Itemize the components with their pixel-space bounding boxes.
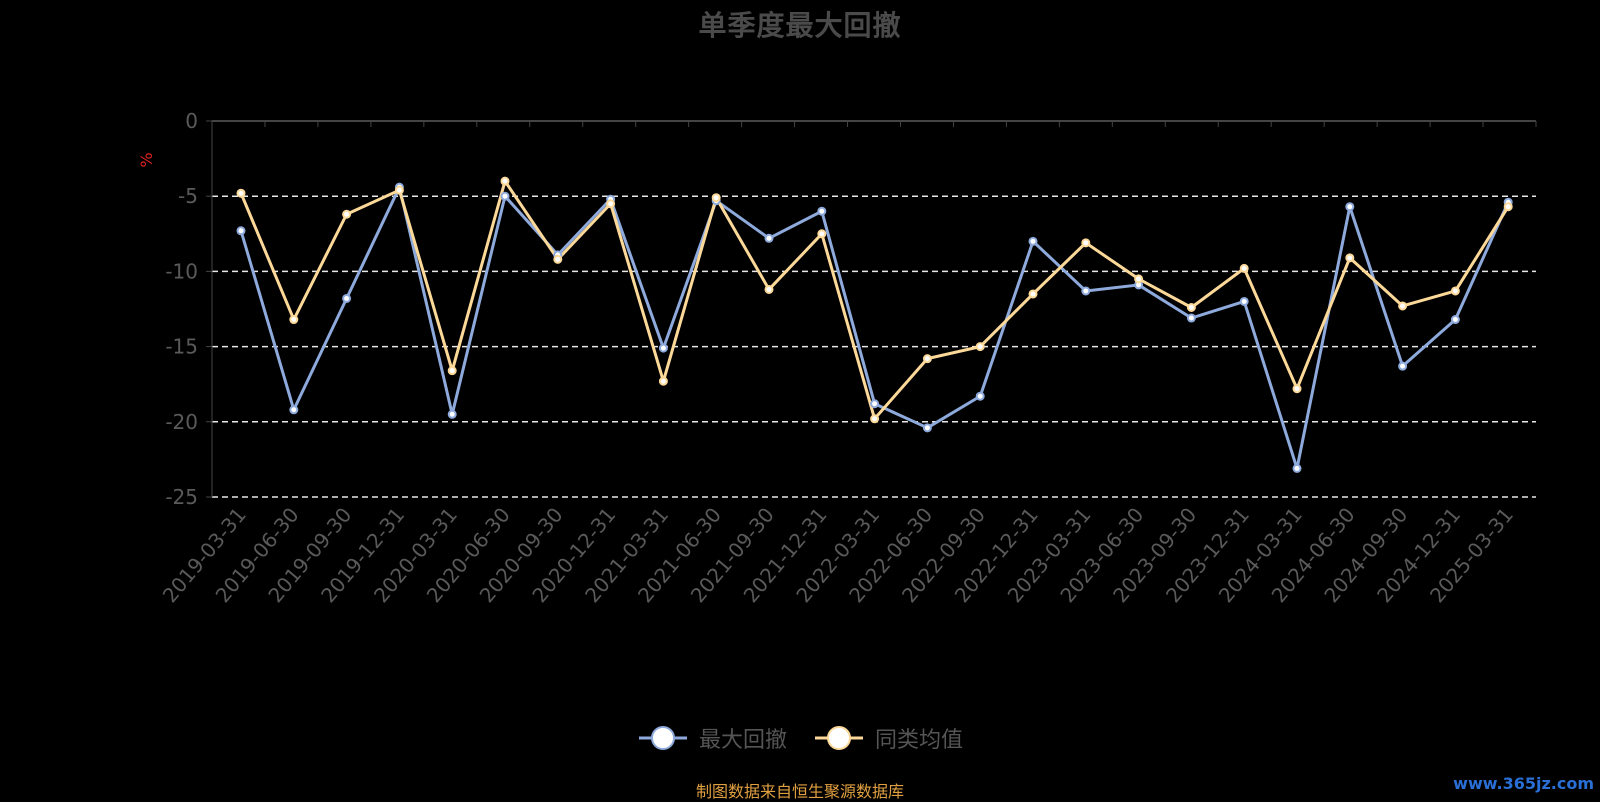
- data-point: [1503, 202, 1513, 212]
- data-point: [342, 293, 352, 303]
- data-point: [658, 343, 668, 353]
- data-point: [289, 315, 299, 325]
- data-point: [764, 233, 774, 243]
- series-line-1: [239, 179, 1510, 421]
- data-point: [1239, 263, 1249, 273]
- data-point: [342, 209, 352, 219]
- data-point: [1345, 202, 1355, 212]
- y-tick-label: -25: [165, 485, 198, 509]
- data-point: [236, 188, 246, 198]
- data-point: [500, 191, 510, 201]
- y-tick-label: -15: [165, 335, 198, 359]
- data-point: [922, 354, 932, 364]
- data-point: [1028, 236, 1038, 246]
- data-point: [236, 226, 246, 236]
- data-point: [975, 342, 985, 352]
- data-point: [922, 423, 932, 433]
- x-tick-labels: 2019-03-312019-06-302019-09-302019-12-31…: [158, 503, 1518, 607]
- data-point: [1028, 289, 1038, 299]
- data-point: [1398, 301, 1408, 311]
- data-point: [658, 376, 668, 386]
- data-point: [870, 414, 880, 424]
- data-point: [500, 176, 510, 186]
- legend-symbol: [638, 726, 687, 750]
- series-lines: [236, 176, 1513, 473]
- data-point: [1081, 238, 1091, 248]
- line-chart: 0 -5 -10 -15 -20 -25 2019-03-312019-06-302019…: [137, 109, 1537, 607]
- legend-label: 同类均值: [875, 728, 964, 753]
- data-point: [553, 254, 563, 264]
- source-note: 制图数据来自恒生聚源数据库: [695, 782, 904, 801]
- data-point: [1239, 296, 1249, 306]
- watermark: www.365jz.com: [1453, 774, 1594, 793]
- series-line-0: [239, 185, 1510, 470]
- data-point: [1292, 463, 1302, 473]
- legend: 最大回撤 同类均值: [0, 722, 1600, 754]
- data-point: [1134, 274, 1144, 284]
- data-point: [447, 409, 457, 419]
- data-point: [1398, 361, 1408, 371]
- data-point: [870, 399, 880, 409]
- y-tick-label: -20: [165, 410, 198, 434]
- data-point: [817, 229, 827, 239]
- data-point: [1450, 286, 1460, 296]
- axes: [206, 120, 1537, 498]
- data-point: [1186, 302, 1196, 312]
- data-point: [1186, 313, 1196, 323]
- legend-item-1[interactable]: 同类均值: [813, 722, 963, 754]
- y-tick-label: -10: [165, 259, 198, 283]
- legend-symbol: [815, 726, 863, 750]
- data-point: [711, 193, 721, 203]
- chart-title: 单季度最大回撤: [698, 9, 902, 42]
- y-tick-label: -5: [178, 184, 198, 208]
- data-point: [1345, 253, 1355, 263]
- data-point: [447, 366, 457, 376]
- data-point: [817, 206, 827, 216]
- data-point: [764, 284, 774, 294]
- data-point: [1450, 315, 1460, 325]
- legend-item-0[interactable]: 最大回撤: [637, 722, 787, 754]
- data-point: [289, 405, 299, 415]
- data-point: [606, 199, 616, 209]
- data-point: [975, 391, 985, 401]
- y-tick-labels: 0 -5 -10 -15 -20 -25: [165, 109, 198, 509]
- data-point: [1292, 384, 1302, 394]
- legend-label: 最大回撤: [698, 728, 787, 753]
- y-axis-label: %: [137, 152, 156, 167]
- y-tick-label: 0: [185, 109, 198, 133]
- data-point: [1081, 286, 1091, 296]
- data-point: [394, 185, 404, 195]
